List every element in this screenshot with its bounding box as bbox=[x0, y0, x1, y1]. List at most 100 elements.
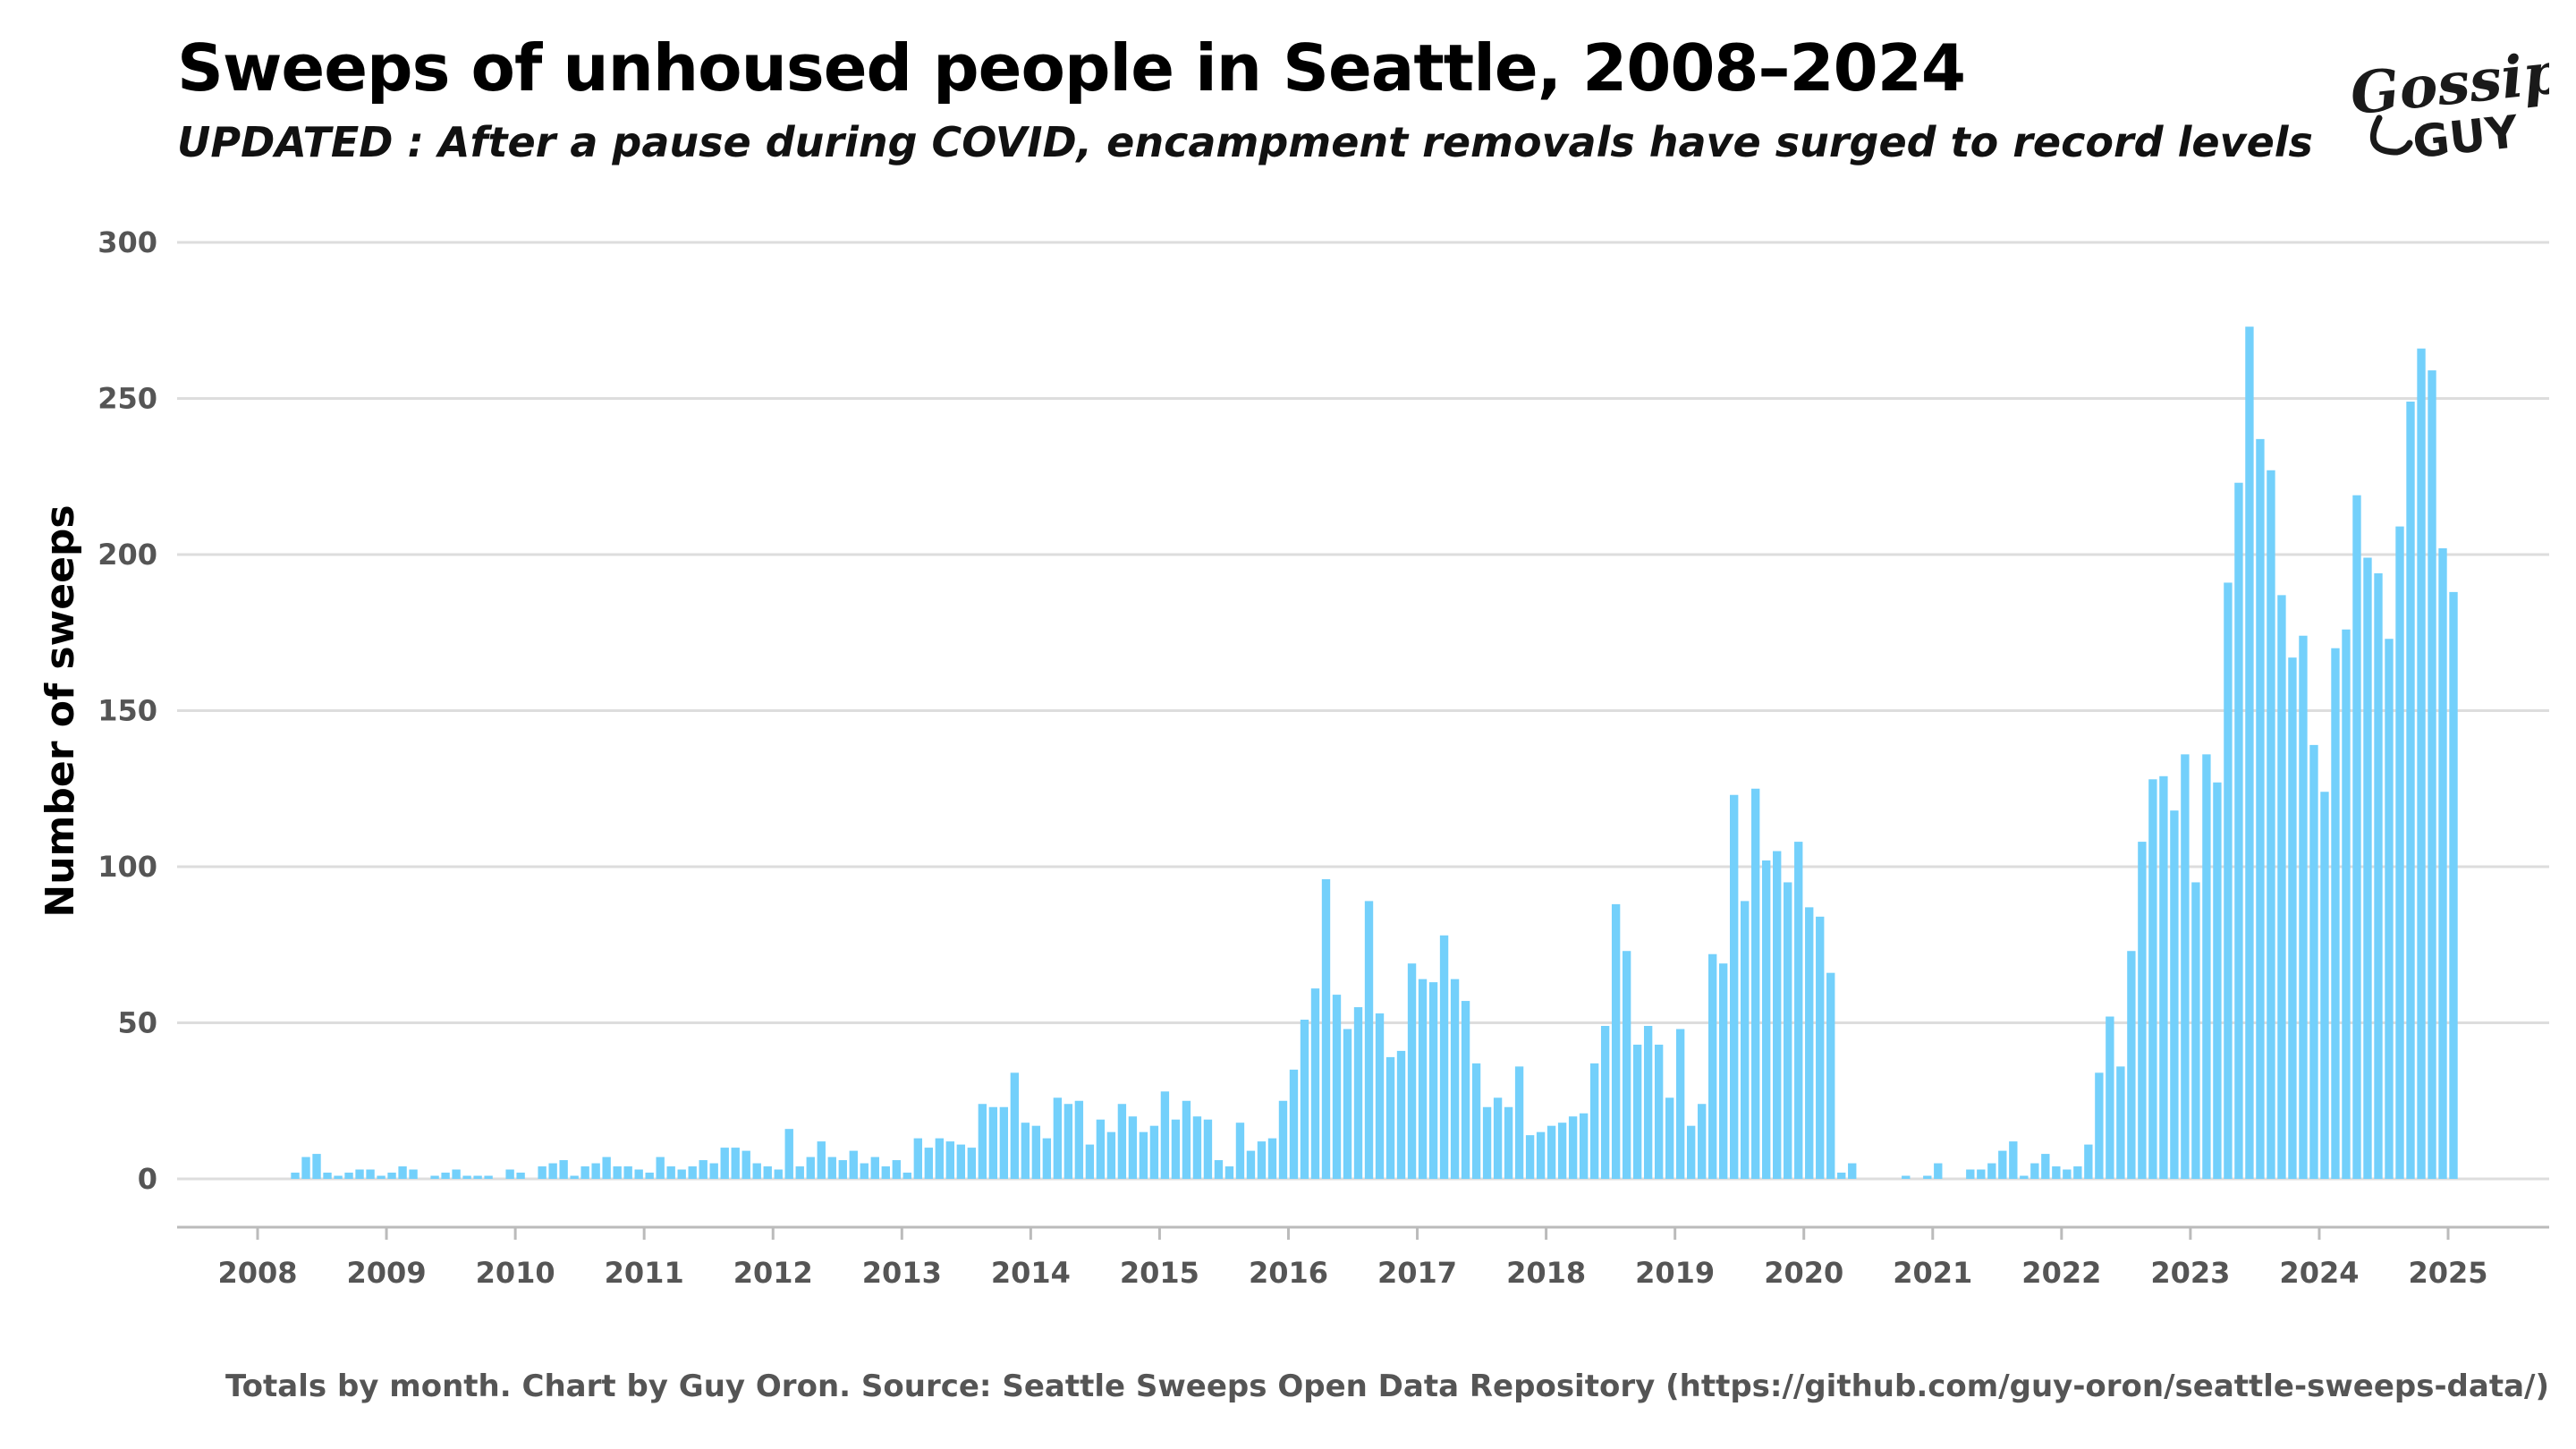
bar bbox=[2277, 595, 2286, 1179]
bar bbox=[699, 1160, 708, 1179]
bar bbox=[1493, 1097, 1503, 1179]
bar bbox=[1343, 1029, 1352, 1179]
x-tick-label: 2019 bbox=[1635, 1256, 1715, 1290]
bar bbox=[301, 1157, 310, 1179]
bar bbox=[2438, 548, 2447, 1179]
bar bbox=[2138, 842, 2147, 1179]
bar bbox=[1042, 1138, 1052, 1179]
bar bbox=[1589, 1063, 1599, 1179]
bar bbox=[2148, 779, 2157, 1179]
bar bbox=[806, 1157, 815, 1179]
bar bbox=[1805, 907, 1814, 1179]
bar bbox=[1106, 1131, 1116, 1179]
bar bbox=[1418, 979, 1428, 1179]
bar bbox=[1837, 1173, 1846, 1179]
bar bbox=[1773, 851, 1782, 1179]
bar bbox=[870, 1157, 879, 1179]
bar bbox=[1375, 1013, 1385, 1179]
bar bbox=[1160, 1091, 1170, 1179]
bar bbox=[2009, 1141, 2018, 1179]
bar bbox=[623, 1166, 632, 1179]
y-tick-label: 250 bbox=[97, 382, 157, 416]
bar bbox=[784, 1129, 793, 1179]
gossip-guy-logo: Gossip GUY bbox=[2347, 39, 2549, 168]
y-tick-label: 50 bbox=[117, 1006, 157, 1040]
bar bbox=[1278, 1100, 1288, 1179]
bar bbox=[570, 1175, 579, 1179]
bar bbox=[2224, 582, 2233, 1179]
bar bbox=[2267, 470, 2275, 1179]
bar bbox=[935, 1138, 944, 1179]
bar bbox=[999, 1106, 1009, 1179]
bar bbox=[2288, 657, 2297, 1179]
bar bbox=[1751, 788, 1760, 1179]
bar bbox=[956, 1144, 966, 1179]
bar bbox=[1321, 878, 1331, 1179]
x-tick-label: 2025 bbox=[2408, 1256, 2487, 1290]
bar bbox=[1762, 860, 1771, 1179]
bar bbox=[838, 1160, 847, 1179]
bar bbox=[355, 1169, 364, 1179]
bar bbox=[2428, 370, 2436, 1180]
bar bbox=[559, 1160, 568, 1179]
bar bbox=[634, 1169, 643, 1179]
bar bbox=[2352, 495, 2361, 1179]
bar bbox=[1686, 1125, 1696, 1179]
bar bbox=[1600, 1025, 1610, 1179]
bar bbox=[774, 1169, 783, 1179]
bar bbox=[2106, 1016, 2114, 1179]
bar bbox=[1708, 953, 1717, 1179]
bar bbox=[312, 1154, 321, 1179]
bar bbox=[441, 1173, 450, 1179]
bar bbox=[2256, 438, 2265, 1179]
bar bbox=[2073, 1166, 2082, 1179]
bar bbox=[1816, 916, 1825, 1179]
bar bbox=[1934, 1163, 1943, 1179]
bar bbox=[1128, 1116, 1138, 1179]
bar bbox=[2417, 348, 2426, 1179]
bar bbox=[1010, 1072, 1020, 1179]
bar bbox=[1300, 1020, 1309, 1179]
bar bbox=[1546, 1125, 1556, 1179]
bar bbox=[913, 1138, 922, 1179]
bar bbox=[1149, 1125, 1159, 1179]
bar bbox=[2213, 782, 2222, 1179]
bar bbox=[1784, 882, 1792, 1179]
bar bbox=[1192, 1116, 1202, 1179]
bar bbox=[613, 1166, 622, 1179]
bar bbox=[1428, 982, 1438, 1179]
bar bbox=[2299, 635, 2308, 1179]
bar bbox=[2127, 951, 2136, 1179]
bar bbox=[2020, 1175, 2029, 1179]
bar bbox=[1719, 963, 1728, 1179]
bar bbox=[1139, 1131, 1148, 1179]
bar bbox=[430, 1175, 439, 1179]
bar bbox=[1977, 1169, 1986, 1179]
bar bbox=[1203, 1119, 1213, 1179]
bar bbox=[1848, 1163, 1857, 1179]
x-tick-label: 2022 bbox=[2021, 1256, 2101, 1290]
bar bbox=[1482, 1106, 1492, 1179]
bar bbox=[377, 1175, 386, 1179]
bar bbox=[1632, 1044, 1642, 1179]
x-tick-label: 2018 bbox=[1506, 1256, 1586, 1290]
bar bbox=[1665, 1097, 1674, 1179]
bar bbox=[1182, 1100, 1191, 1179]
bar bbox=[2406, 401, 2415, 1179]
bar bbox=[505, 1169, 514, 1179]
bar bbox=[1074, 1100, 1084, 1179]
bar bbox=[1021, 1123, 1030, 1179]
bar bbox=[2449, 591, 2458, 1179]
bar bbox=[2320, 792, 2329, 1179]
bar bbox=[709, 1163, 718, 1179]
x-tick-label: 2014 bbox=[991, 1256, 1071, 1290]
bar bbox=[452, 1169, 461, 1179]
x-tick-label: 2024 bbox=[2279, 1256, 2359, 1290]
bar bbox=[688, 1166, 697, 1179]
bar bbox=[1289, 1069, 1299, 1179]
bar bbox=[2181, 754, 2190, 1179]
bar bbox=[1794, 842, 1803, 1179]
bar bbox=[1902, 1175, 1911, 1179]
bar bbox=[1085, 1144, 1095, 1179]
bar bbox=[1998, 1150, 2007, 1179]
